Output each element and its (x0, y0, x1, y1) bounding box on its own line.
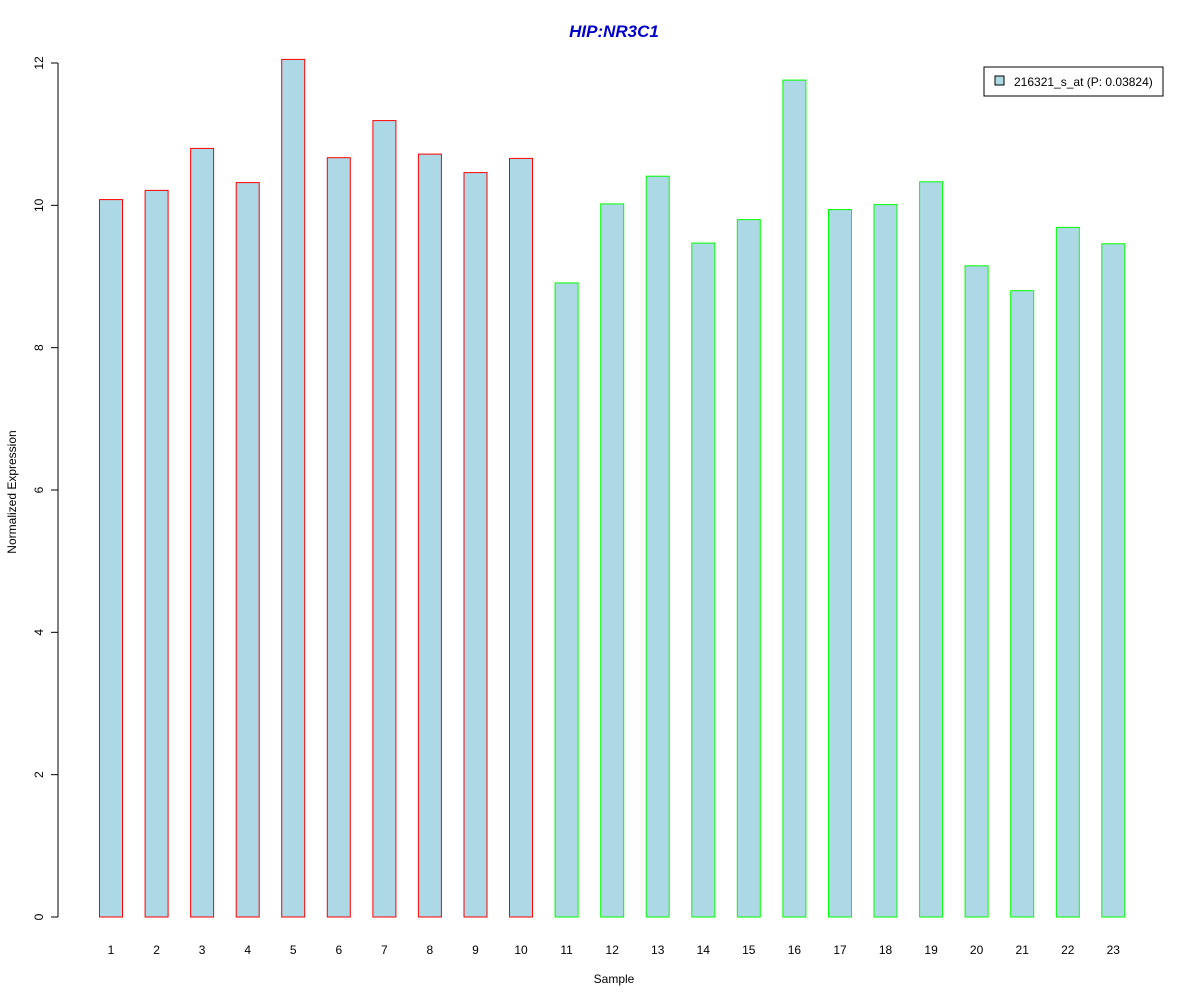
bar-sample-16 (782, 79, 807, 918)
bar-sample-10 (509, 157, 533, 918)
bars (99, 58, 1126, 918)
bar-sample-19 (919, 181, 944, 918)
bar-sample-4 (235, 182, 260, 918)
y-tick-label: 12 (32, 56, 46, 70)
bar-sample-5 (281, 58, 306, 918)
x-tick-label: 9 (472, 943, 479, 957)
y-tick-label: 2 (32, 771, 46, 778)
bar-sample-12 (600, 203, 625, 918)
y-tick-label: 0 (32, 913, 46, 920)
x-tick-label: 15 (742, 943, 756, 957)
x-tick-label: 5 (290, 943, 297, 957)
legend-box (983, 66, 1164, 97)
bar-sample-20 (964, 265, 989, 918)
x-tick-label: 8 (427, 943, 434, 957)
x-tick-label: 13 (651, 943, 665, 957)
y-tick-label: 10 (32, 198, 46, 212)
bar-sample-22 (1055, 226, 1080, 918)
bar-sample-23 (1101, 243, 1126, 918)
bar-sample-11 (554, 282, 579, 918)
bar-sample-1 (99, 199, 123, 918)
legend-swatch (994, 75, 1005, 86)
x-tick-label: 17 (833, 943, 847, 957)
x-tick-label: 7 (381, 943, 388, 957)
bar-sample-17 (828, 209, 852, 918)
bar-sample-3 (190, 147, 215, 918)
bar-sample-14 (691, 242, 716, 918)
bar-sample-2 (144, 189, 169, 918)
legend-label: 216321_s_at (P: 0.03824) (1014, 75, 1153, 89)
x-tick-label: 1 (108, 943, 115, 957)
bar-sample-21 (1010, 290, 1035, 918)
x-tick-label: 6 (335, 943, 342, 957)
x-axis-title: Sample (594, 972, 635, 986)
y-axis-title: Normalized Expression (5, 430, 19, 553)
x-tick-label: 4 (244, 943, 251, 957)
x-tick-label: 23 (1107, 943, 1121, 957)
bar-sample-13 (645, 175, 670, 918)
bar-sample-18 (873, 204, 898, 918)
y-tick-label: 6 (32, 486, 46, 493)
x-tick-label: 21 (1016, 943, 1030, 957)
bar-sample-8 (417, 153, 442, 918)
x-tick-label: 19 (924, 943, 938, 957)
x-tick-labels: 1 2 3 4 5 6 7 8 9 10 11 12 13 14 15 16 17 18 19 20 21 22 23 (108, 943, 1121, 957)
x-tick-label: 3 (199, 943, 206, 957)
x-tick-label: 12 (606, 943, 620, 957)
y-tick-label: 4 (32, 629, 46, 636)
x-tick-label: 18 (879, 943, 893, 957)
chart-title: HIP:NR3C1 (569, 22, 659, 41)
y-axis: 0 2 4 6 8 10 12 (32, 56, 59, 920)
x-tick-label: 11 (560, 943, 573, 957)
bar-sample-7 (372, 120, 397, 918)
x-tick-label: 2 (153, 943, 160, 957)
bar-sample-15 (736, 219, 761, 918)
x-tick-label: 14 (697, 943, 711, 957)
x-tick-label: 16 (788, 943, 802, 957)
x-tick-label: 10 (514, 943, 528, 957)
legend: 216321_s_at (P: 0.03824) (983, 66, 1164, 97)
x-tick-label: 22 (1061, 943, 1075, 957)
bar-sample-6 (326, 157, 351, 918)
x-tick-label: 20 (970, 943, 984, 957)
y-tick-label: 8 (32, 344, 46, 351)
bar-sample-9 (463, 172, 488, 918)
